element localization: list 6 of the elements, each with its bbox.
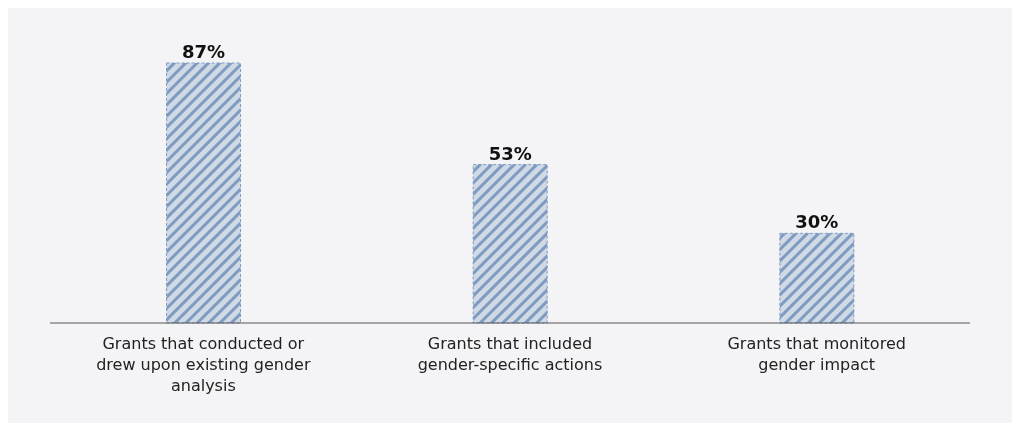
data-label: 30% [795,211,839,233]
data-label: 53% [488,142,532,164]
x-tick-label: Grants that conducted or drew upon existing gender analysis [96,334,311,395]
x-tick-label: Grants that monitored gender impact [727,334,906,374]
data-label: 87% [181,41,226,62]
x-tick-label: Grants that included gender-specific actions [417,334,603,374]
